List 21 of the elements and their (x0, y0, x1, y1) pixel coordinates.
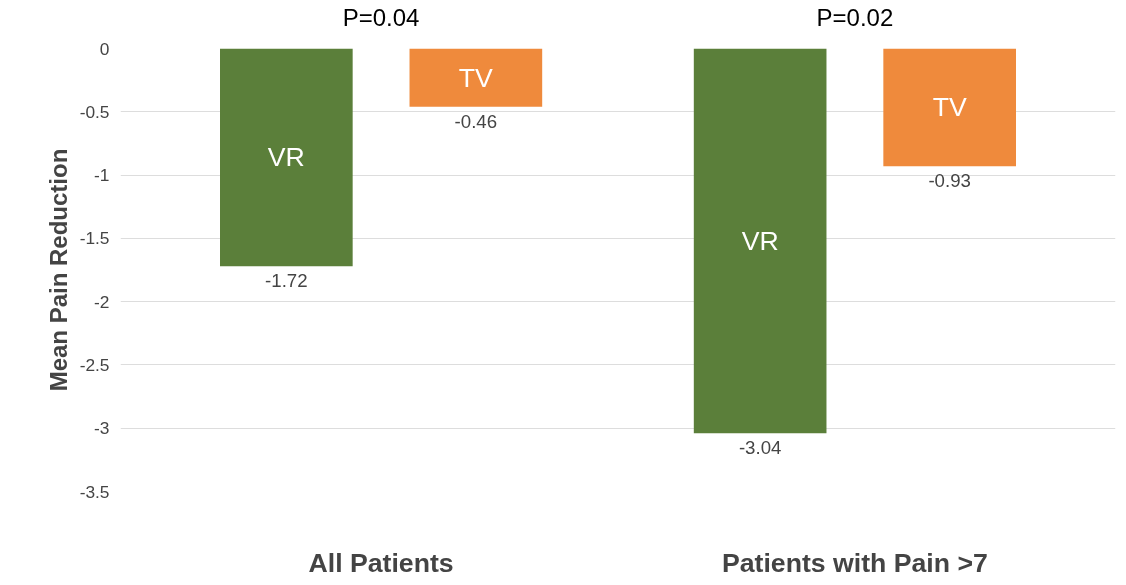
data-label: -0.93 (928, 170, 971, 192)
data-label: -0.46 (454, 110, 498, 132)
y-tick-label: -3.5 (79, 481, 110, 502)
y-tick-label: -1 (94, 165, 110, 186)
text: VR (741, 225, 779, 256)
y-tick-label: -0.5 (79, 101, 110, 122)
y-tick-label: -3 (94, 418, 110, 439)
y-tick-label: -2.5 (79, 354, 110, 375)
text: P=0.02 (816, 3, 894, 31)
data-label: -1.72 (265, 270, 308, 292)
x-tick-label: All Patients (308, 547, 454, 578)
y-axis-title: Mean Pain Reduction (44, 148, 72, 392)
data-label: -3.04 (738, 437, 782, 459)
text: TV (932, 92, 967, 123)
y-tick-label: -2 (94, 291, 110, 312)
y-tick-label: -1.5 (79, 228, 110, 249)
text: P=0.04 (342, 3, 420, 31)
series-label: VR (267, 142, 305, 173)
y-tick-label: 0 (99, 38, 110, 59)
series-label: TV (458, 62, 494, 93)
x-tick-label: Patients with Pain >7 (721, 547, 988, 578)
